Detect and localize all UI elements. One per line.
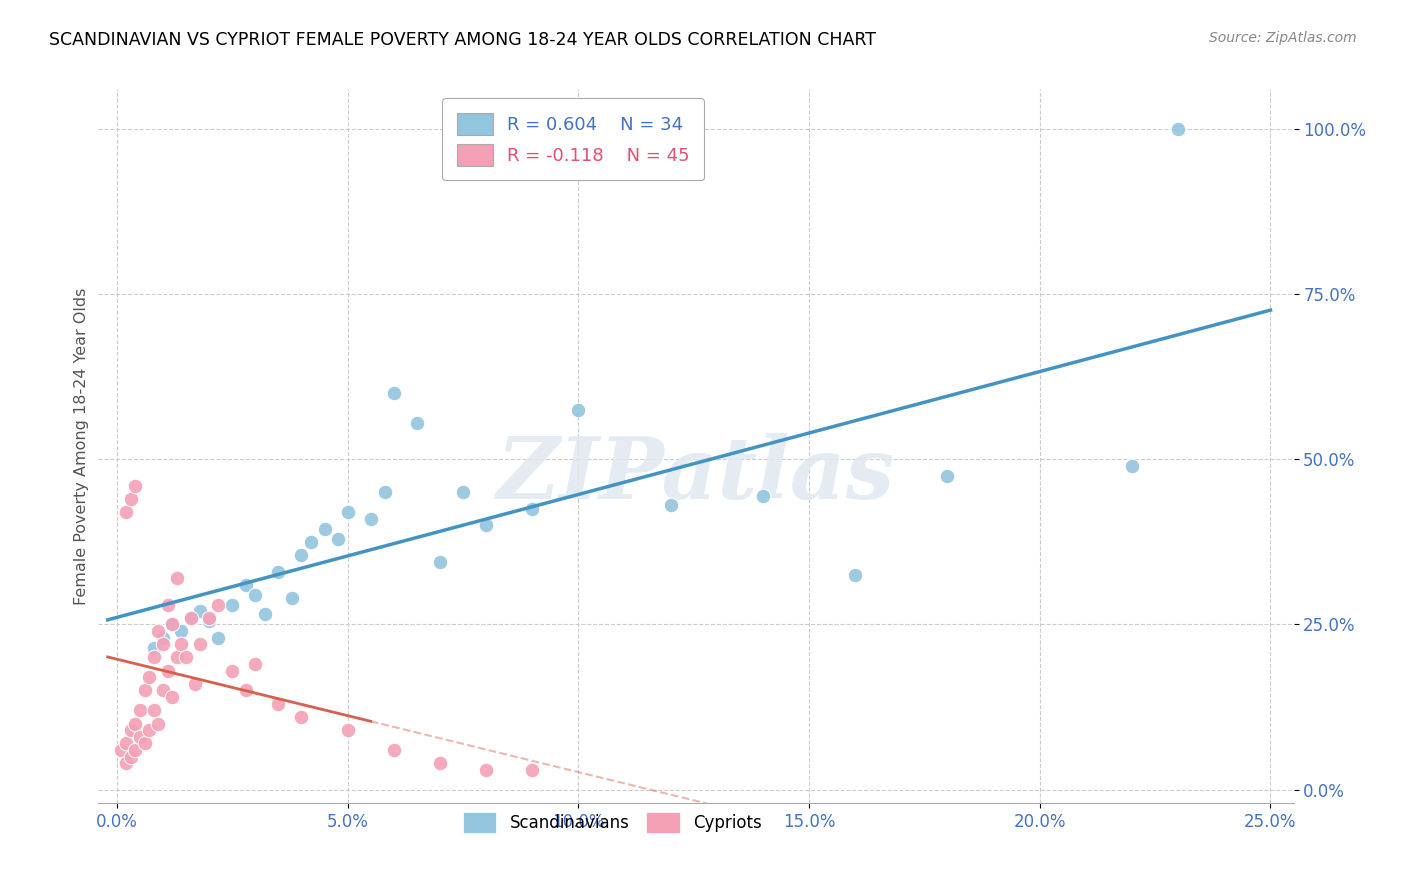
Point xyxy=(138,670,160,684)
Point xyxy=(373,485,395,500)
Point xyxy=(110,743,132,757)
Point xyxy=(134,736,156,750)
Point xyxy=(328,532,350,546)
Point xyxy=(184,677,207,691)
Point xyxy=(245,657,267,671)
Point xyxy=(170,624,193,638)
Point xyxy=(115,736,138,750)
Point xyxy=(170,637,193,651)
Point xyxy=(520,501,543,516)
Point xyxy=(124,716,146,731)
Point xyxy=(120,723,142,738)
Point xyxy=(235,578,257,592)
Point xyxy=(1167,121,1189,136)
Point xyxy=(115,505,138,519)
Point xyxy=(138,723,160,738)
Text: SCANDINAVIAN VS CYPRIOT FEMALE POVERTY AMONG 18-24 YEAR OLDS CORRELATION CHART: SCANDINAVIAN VS CYPRIOT FEMALE POVERTY A… xyxy=(49,31,876,49)
Text: ZIPatlas: ZIPatlas xyxy=(496,433,896,516)
Point xyxy=(142,650,165,665)
Point xyxy=(314,522,336,536)
Point xyxy=(148,624,170,638)
Point xyxy=(475,518,498,533)
Point xyxy=(567,402,589,417)
Point xyxy=(142,703,165,717)
Point xyxy=(221,598,243,612)
Point xyxy=(290,548,312,562)
Point xyxy=(129,730,152,744)
Point xyxy=(253,607,276,622)
Legend: Scandinavians, Cypriots: Scandinavians, Cypriots xyxy=(451,801,773,845)
Point xyxy=(844,567,866,582)
Point xyxy=(429,555,451,569)
Point xyxy=(221,664,243,678)
Point xyxy=(198,611,221,625)
Point xyxy=(188,604,211,618)
Point xyxy=(235,683,257,698)
Point xyxy=(162,617,184,632)
Point xyxy=(120,491,142,506)
Point xyxy=(142,640,165,655)
Point xyxy=(207,631,229,645)
Point xyxy=(429,756,451,771)
Point xyxy=(267,697,290,711)
Point xyxy=(162,617,184,632)
Point xyxy=(299,534,322,549)
Point xyxy=(360,511,382,525)
Point xyxy=(336,505,359,519)
Point xyxy=(382,386,405,401)
Point xyxy=(129,703,152,717)
Point xyxy=(245,588,267,602)
Point xyxy=(207,598,229,612)
Point xyxy=(166,571,188,585)
Point xyxy=(451,485,474,500)
Point xyxy=(134,683,156,698)
Point xyxy=(336,723,359,738)
Point xyxy=(152,683,174,698)
Point xyxy=(152,637,174,651)
Point xyxy=(382,743,405,757)
Point xyxy=(180,611,202,625)
Point xyxy=(936,468,959,483)
Point xyxy=(152,631,174,645)
Text: Source: ZipAtlas.com: Source: ZipAtlas.com xyxy=(1209,31,1357,45)
Point xyxy=(115,756,138,771)
Point xyxy=(162,690,184,704)
Y-axis label: Female Poverty Among 18-24 Year Olds: Female Poverty Among 18-24 Year Olds xyxy=(75,287,89,605)
Point xyxy=(198,614,221,628)
Point xyxy=(659,499,682,513)
Point xyxy=(520,763,543,777)
Point xyxy=(166,650,188,665)
Point xyxy=(1121,458,1143,473)
Point xyxy=(124,743,146,757)
Point xyxy=(281,591,304,605)
Point xyxy=(267,565,290,579)
Point xyxy=(174,650,197,665)
Point xyxy=(156,598,179,612)
Point xyxy=(290,710,312,724)
Point xyxy=(148,716,170,731)
Point xyxy=(180,611,202,625)
Point xyxy=(124,478,146,492)
Point xyxy=(156,664,179,678)
Point xyxy=(120,749,142,764)
Point xyxy=(188,637,211,651)
Point xyxy=(405,416,427,430)
Point xyxy=(752,489,775,503)
Point xyxy=(475,763,498,777)
